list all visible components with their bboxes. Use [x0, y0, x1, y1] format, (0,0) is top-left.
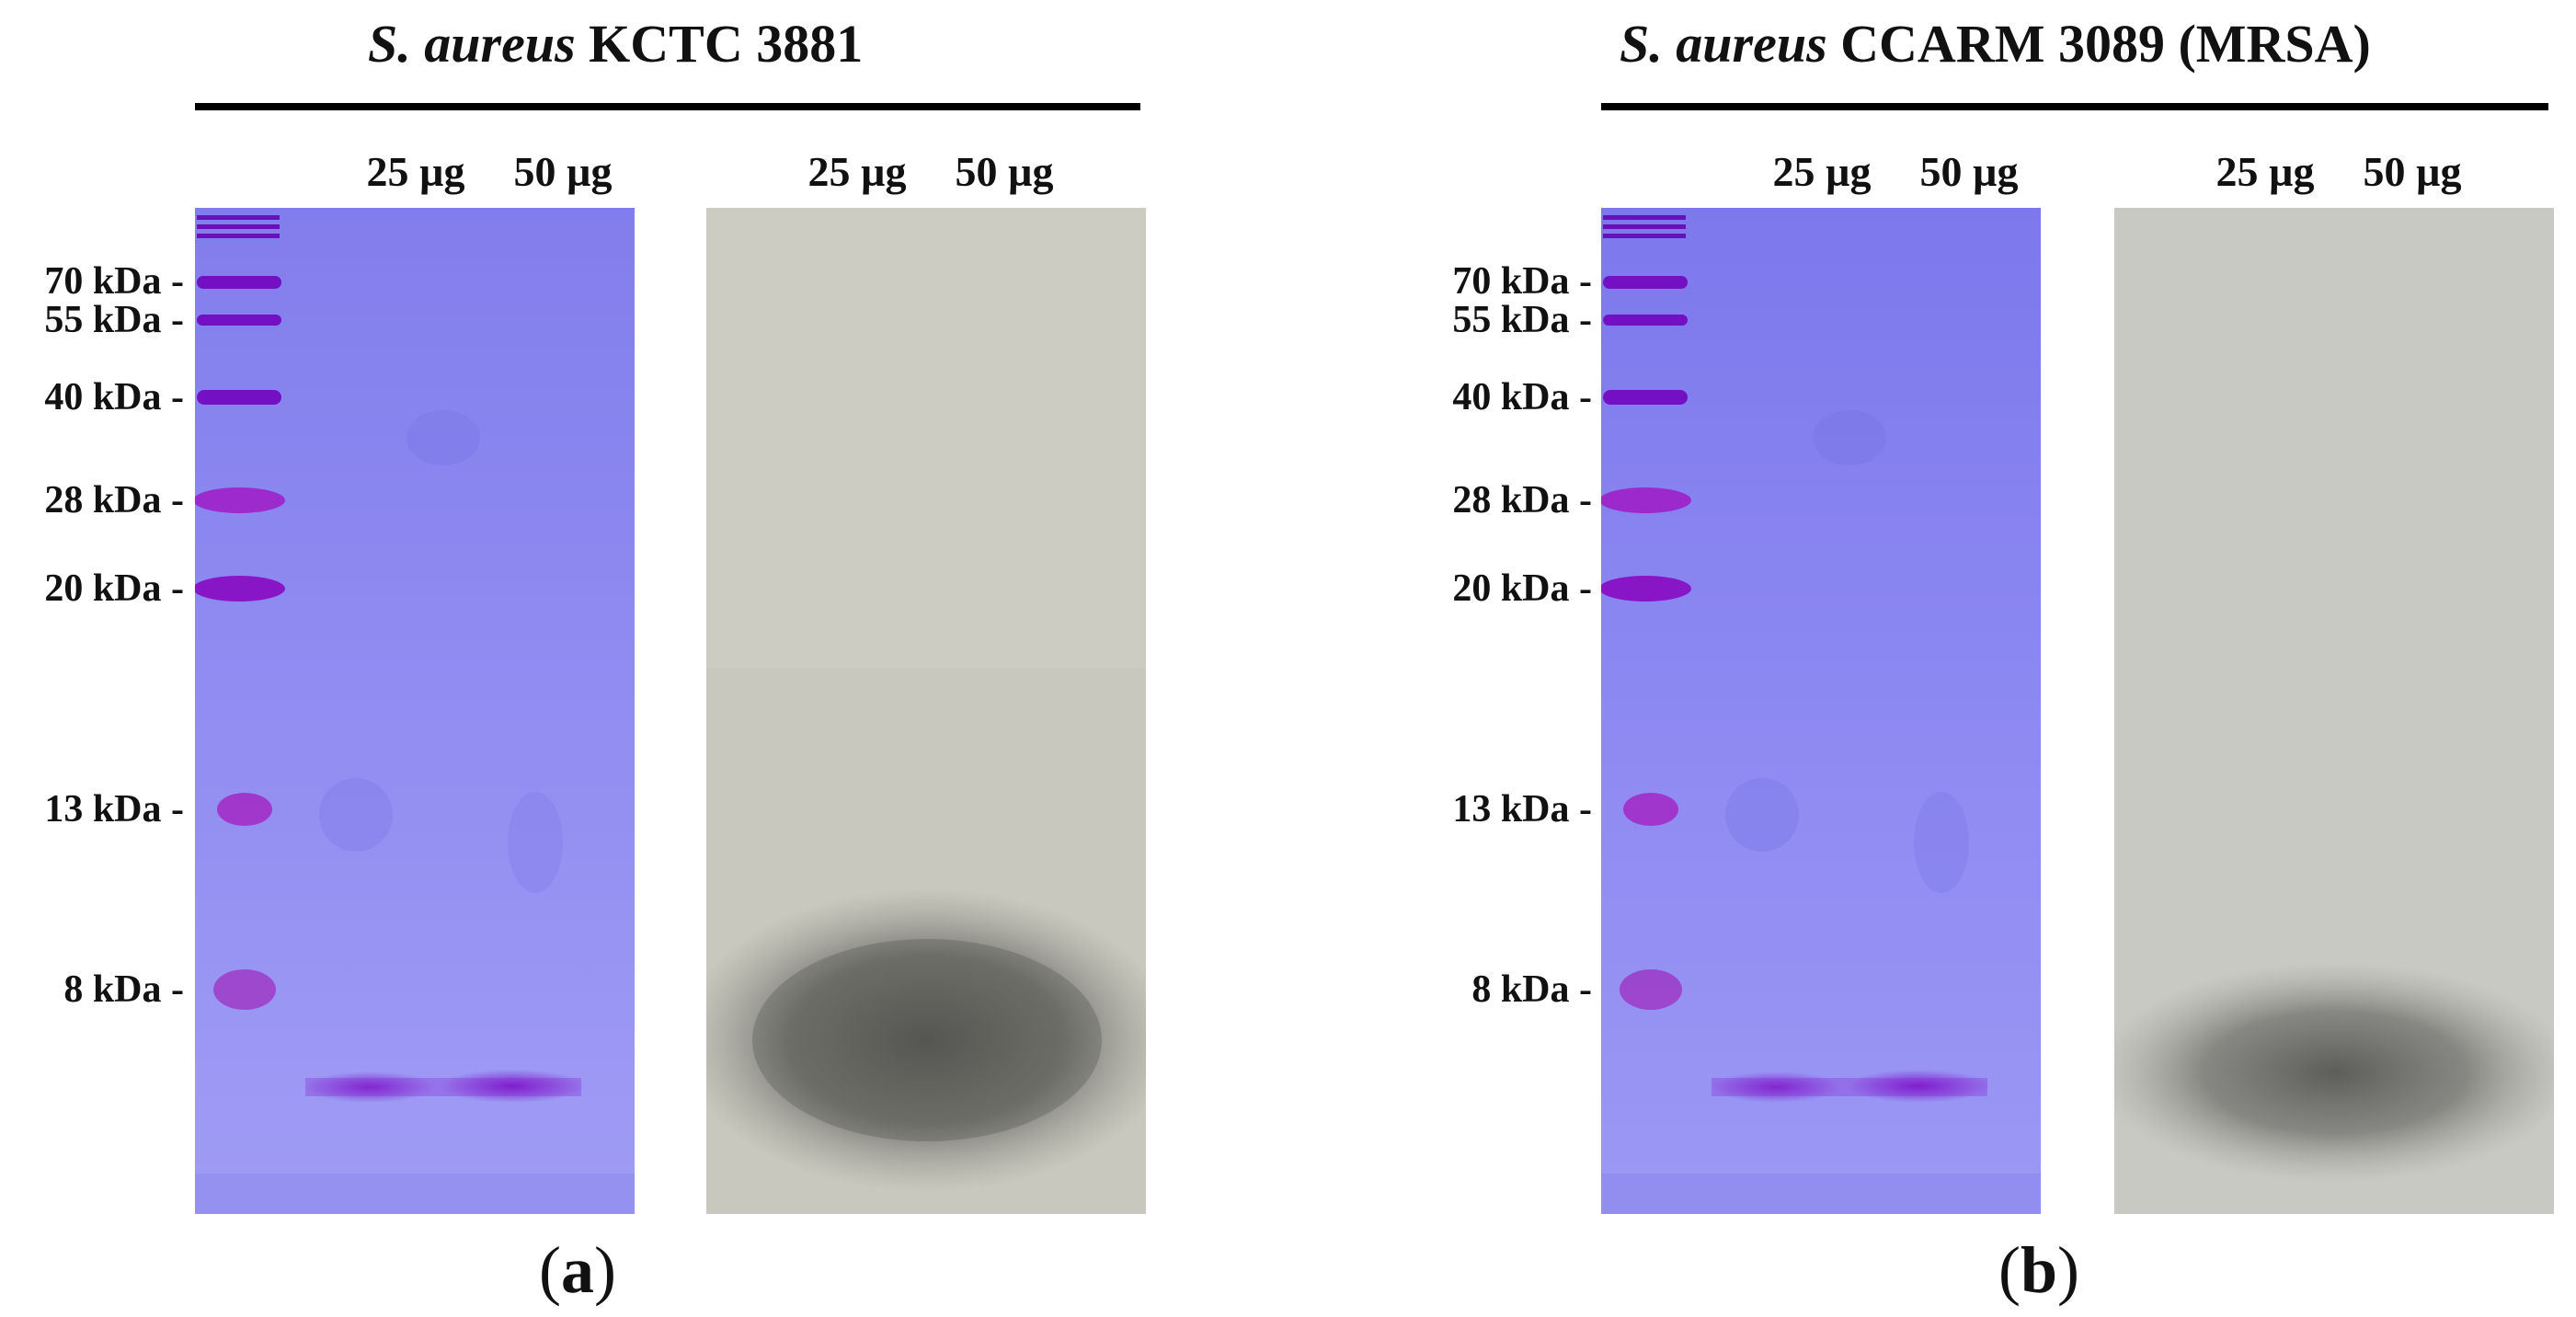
- panel-b-caption-close: ): [2057, 1233, 2079, 1307]
- panel-b-title-rule: [1601, 103, 2548, 110]
- mw-label-8: 8 kDa -: [1471, 968, 1592, 1011]
- panel-a-zym-lane1-label: 25 µg: [807, 148, 907, 195]
- mw-label-70: 70 kDa -: [44, 260, 184, 303]
- panel-a-zymogram: [706, 208, 1146, 1214]
- panel-a-strain: KCTC 3881: [589, 14, 864, 74]
- panel-b-caption-open: (: [1998, 1233, 2021, 1307]
- mw-label-40: 40 kDa -: [44, 376, 184, 418]
- mw-label-8: 8 kDa -: [63, 968, 184, 1011]
- panel-b-zym-lane1-label: 25 µg: [2215, 148, 2315, 195]
- mw-label-40: 40 kDa -: [1452, 376, 1592, 418]
- panel-a-caption-letter: a: [561, 1233, 594, 1307]
- mw-label-13: 13 kDa -: [44, 788, 184, 830]
- panel-b-sds-page-gel: [1601, 208, 2041, 1214]
- mw-label-28: 28 kDa -: [1452, 479, 1592, 521]
- mw-label-55: 55 kDa -: [1452, 299, 1592, 341]
- panel-b: S. aureus CCARM 3089 (MRSA) 25 µg 50 µg …: [1288, 0, 2576, 1317]
- mw-label-13: 13 kDa -: [1452, 788, 1592, 830]
- mw-label-20: 20 kDa -: [1452, 567, 1592, 610]
- panel-b-marker-labels: 70 kDa - 55 kDa - 40 kDa - 28 kDa - 20 k…: [1408, 208, 1592, 1214]
- panel-b-gel-lane2-label: 50 µg: [1919, 148, 2019, 195]
- panel-b-gel-lane1-label: 25 µg: [1772, 148, 1872, 195]
- panel-b-strain: CCARM 3089 (MRSA): [1840, 14, 2371, 74]
- panel-a-gel-lane2-label: 50 µg: [513, 148, 613, 195]
- panel-b-caption: (b): [1947, 1232, 2131, 1309]
- panel-a-caption-open: (: [539, 1233, 561, 1307]
- panel-a: S. aureus KCTC 3881 25 µg 50 µg 25 µg 50…: [0, 13, 1146, 1309]
- panel-a-marker-labels: 70 kDa - 55 kDa - 40 kDa - 28 kDa - 20 k…: [0, 208, 184, 1214]
- mw-label-70: 70 kDa -: [1452, 260, 1592, 303]
- panel-b-caption-letter: b: [2020, 1233, 2058, 1307]
- panel-b-zymogram: [2114, 208, 2554, 1214]
- panel-a-gel-lane1-label: 25 µg: [366, 148, 465, 195]
- panel-a-caption: (a): [486, 1232, 670, 1309]
- panel-a-zym-lane2-label: 50 µg: [955, 148, 1054, 195]
- panel-a-caption-close: ): [594, 1233, 616, 1307]
- mw-label-20: 20 kDa -: [44, 567, 184, 610]
- panel-a-title: S. aureus KCTC 3881: [368, 13, 863, 74]
- panel-a-title-rule: [195, 103, 1140, 110]
- panel-a-sds-page-gel: [195, 208, 635, 1214]
- panel-b-zym-lane2-label: 50 µg: [2363, 148, 2462, 195]
- mw-label-55: 55 kDa -: [44, 299, 184, 341]
- mw-label-28: 28 kDa -: [44, 479, 184, 521]
- panel-a-species: S. aureus: [368, 14, 576, 74]
- panel-b-species: S. aureus: [1620, 14, 1827, 74]
- panel-b-title: S. aureus CCARM 3089 (MRSA): [1620, 13, 2371, 74]
